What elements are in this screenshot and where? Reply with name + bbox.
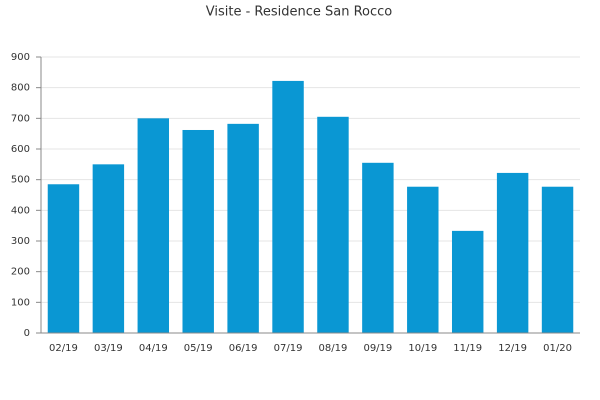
y-tick-label: 0 — [24, 328, 30, 339]
bar — [92, 164, 125, 333]
bar — [407, 186, 439, 333]
bar — [451, 230, 484, 333]
x-tick-label: 12/19 — [498, 343, 527, 354]
y-tick-label: 400 — [11, 205, 30, 216]
y-tick-label: 900 — [11, 52, 30, 63]
x-tick-label: 04/19 — [139, 343, 168, 354]
bar — [137, 118, 170, 333]
bar — [47, 184, 80, 333]
x-tick-label: 09/19 — [363, 343, 392, 354]
y-tick-label: 300 — [11, 236, 30, 247]
y-tick-label: 200 — [11, 267, 30, 278]
bar — [272, 80, 304, 333]
y-tick-label: 800 — [11, 83, 30, 94]
x-tick-label: 07/19 — [274, 343, 303, 354]
bar — [362, 162, 394, 333]
bar — [541, 186, 574, 333]
bar — [496, 172, 529, 333]
x-tick-label: 10/19 — [408, 343, 437, 354]
bar — [182, 129, 214, 333]
x-tick-label: 01/20 — [543, 343, 572, 354]
y-tick-label: 100 — [11, 297, 30, 308]
y-tick-label: 700 — [11, 113, 30, 124]
x-tick-label: 02/19 — [49, 343, 78, 354]
x-tick-label: 08/19 — [319, 343, 348, 354]
bar — [227, 123, 259, 333]
x-tick-label: 06/19 — [229, 343, 258, 354]
x-tick-label: 11/19 — [453, 343, 482, 354]
x-tick-label: 03/19 — [94, 343, 123, 354]
y-tick-label: 600 — [11, 144, 30, 155]
chart-title: Visite - Residence San Rocco — [206, 5, 393, 20]
y-tick-label: 500 — [11, 175, 30, 186]
x-tick-label: 05/19 — [184, 343, 213, 354]
bar — [317, 116, 349, 333]
